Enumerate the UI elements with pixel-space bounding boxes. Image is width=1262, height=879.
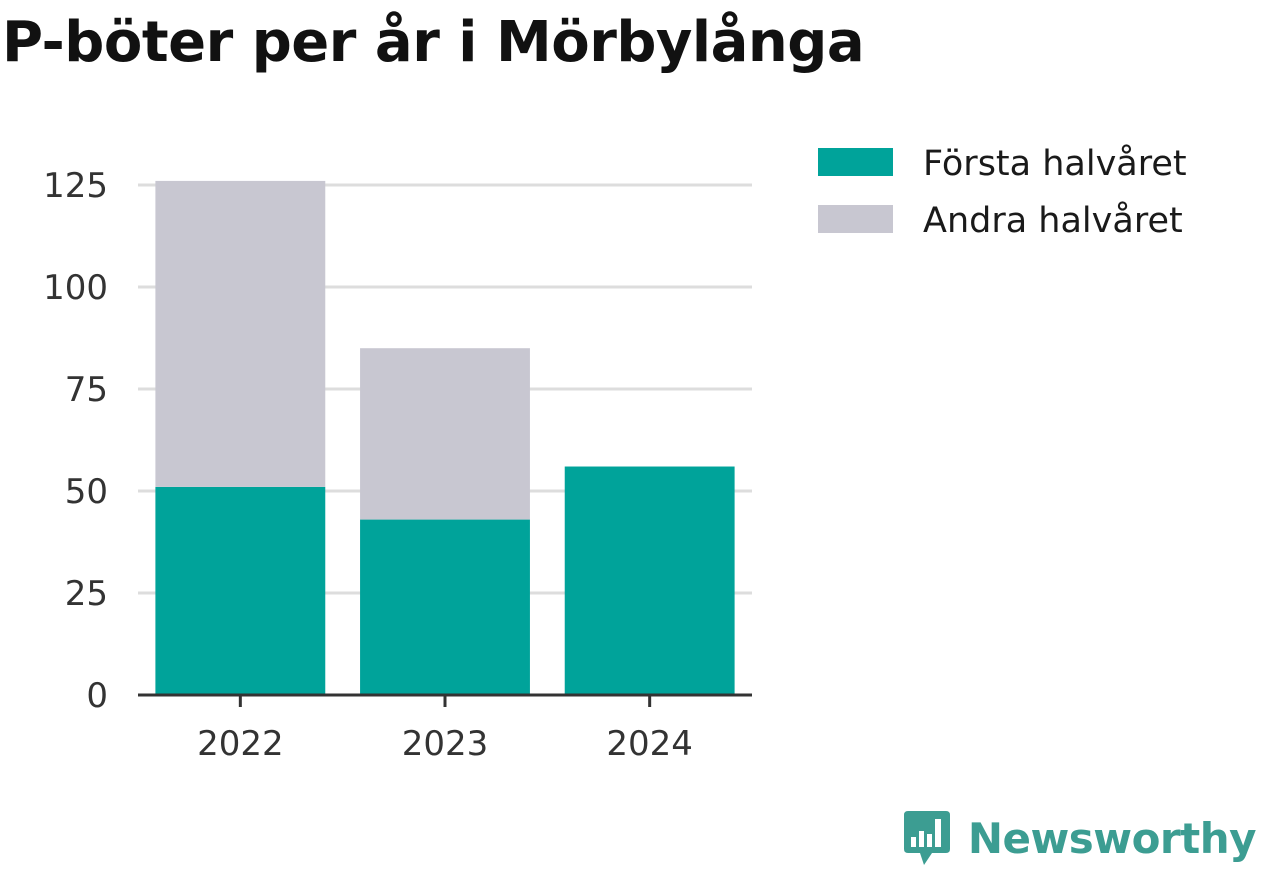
bar-segment xyxy=(564,466,735,695)
brand-name: Newsworthy xyxy=(967,813,1257,863)
y-tick-label: 25 xyxy=(65,574,108,614)
speech-bubble-bar-chart-icon xyxy=(903,811,950,865)
x-tick-label: 2024 xyxy=(606,724,693,764)
legend-label: Andra halvåret xyxy=(923,200,1183,241)
x-tick-label: 2022 xyxy=(197,724,284,764)
legend: Första halvåret Andra halvåret xyxy=(818,143,1187,241)
bar-segment xyxy=(155,180,326,487)
y-tick-label: 75 xyxy=(65,370,108,410)
x-tick-label: 2023 xyxy=(402,724,489,764)
chart-title: P-böter per år i Mörbylånga xyxy=(2,10,865,75)
legend-swatch xyxy=(818,205,893,233)
stacked-bar-chart: 0 25 50 75 100 125 2022 2023 2024 Första halvåre… xyxy=(43,143,1187,764)
y-tick-label: 0 xyxy=(86,676,108,716)
y-tick-label: 50 xyxy=(65,472,108,512)
y-tick-label: 125 xyxy=(43,166,108,206)
bar-segment xyxy=(360,348,530,520)
legend-swatch xyxy=(818,148,893,176)
bar-segment xyxy=(155,486,326,695)
newsworthy-logo: Newsworthy xyxy=(902,809,1257,867)
y-tick-label: 100 xyxy=(43,268,108,308)
legend-label: Första halvåret xyxy=(923,143,1187,184)
axes: 0 25 50 75 100 125 2022 2023 2024 xyxy=(43,166,752,764)
bar-segment xyxy=(360,519,530,695)
bars xyxy=(155,180,735,695)
